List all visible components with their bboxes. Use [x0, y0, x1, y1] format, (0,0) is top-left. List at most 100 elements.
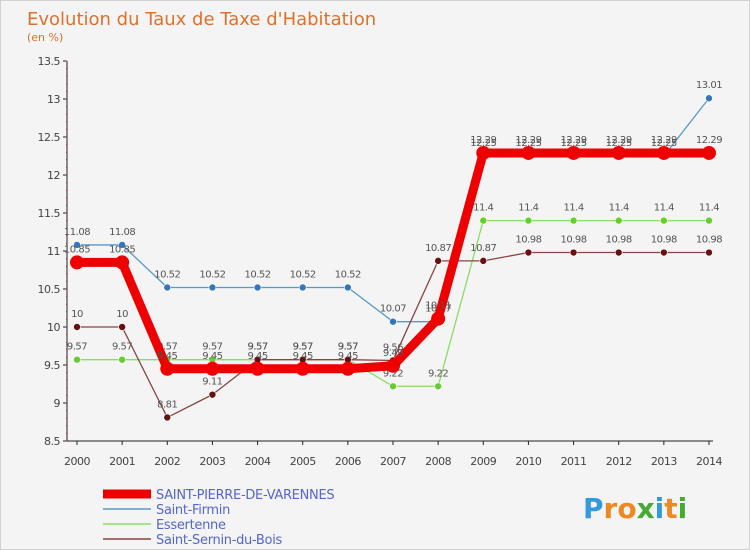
- logo-letter: o: [617, 492, 636, 525]
- data-point: [521, 145, 536, 160]
- data-label: 10.98: [561, 235, 587, 246]
- data-label: 12.29: [651, 135, 677, 146]
- data-point: [340, 361, 355, 376]
- x-tick-label: 2004: [245, 455, 271, 468]
- data-label: 12.25: [515, 138, 541, 149]
- data-point: [160, 361, 175, 376]
- series-line: [72, 148, 714, 374]
- y-tick-label: 10.5: [38, 283, 61, 296]
- y-tick-label: 10: [47, 321, 60, 334]
- data-point: [344, 283, 352, 292]
- x-tick-label: 2005: [290, 455, 316, 468]
- y-tick-label: 11.5: [38, 207, 61, 220]
- data-label: 9.56: [383, 342, 403, 353]
- data-label: 11.4: [609, 203, 629, 214]
- data-point: [614, 216, 623, 225]
- data-point: [479, 216, 488, 225]
- data-point: [73, 355, 81, 364]
- data-point: [434, 382, 442, 391]
- data-label: 10.98: [651, 235, 677, 246]
- data-label: 12.29: [470, 135, 496, 146]
- data-point: [118, 355, 126, 364]
- data-point: [434, 257, 442, 265]
- data-point: [118, 241, 126, 249]
- data-label: 10.52: [199, 269, 225, 280]
- legend-label: SAINT-PIERRE-DE-VARENNES: [156, 488, 334, 503]
- series-saint-pierre-de-varennes: 10.85 10.85 9.45 9.45 9.45 9.45 9.45 9.49 10.11 1…: [64, 135, 723, 376]
- axes: 8.5 9 9.5 10 10.5 11 11.5 12 12.5 13 13.5 2000 2001 2…: [38, 55, 723, 468]
- data-point: [253, 283, 262, 292]
- y-tick-label: 9.5: [44, 359, 60, 372]
- x-tick-label: 2010: [515, 455, 541, 468]
- data-point: [705, 248, 713, 257]
- data-point: [163, 413, 172, 422]
- data-point: [566, 145, 581, 160]
- data-point: [73, 323, 81, 331]
- data-label: 9.57: [293, 342, 313, 353]
- series-essertenne: 9.57 9.57 9.57 9.57 9.57 9.57 9.57 9.22 9.22 11.4…: [67, 203, 720, 391]
- data-label: 9.57: [247, 342, 267, 353]
- x-tick-label: 2012: [606, 455, 632, 468]
- logo-letter: i: [678, 492, 688, 525]
- legend: SAINT-PIERRE-DE-VARENNESSaint-FirminEsse…: [103, 488, 335, 548]
- data-label: 12.29: [606, 135, 632, 146]
- data-label: 10.52: [245, 269, 271, 280]
- data-point: [660, 216, 668, 225]
- data-point: [524, 216, 533, 225]
- data-label: 10.52: [335, 269, 361, 280]
- data-point: [115, 255, 130, 270]
- x-tick-label: 2006: [335, 455, 361, 468]
- data-label: 9.22: [383, 368, 403, 379]
- data-point: [431, 311, 446, 326]
- chart-subtitle: (en %): [27, 31, 63, 44]
- y-tick-label: 9: [54, 397, 61, 410]
- data-label: 11.4: [473, 203, 493, 214]
- data-label: 9.57: [202, 342, 222, 353]
- data-label: 10.98: [696, 235, 722, 246]
- data-label: 9.45: [157, 351, 177, 362]
- logo-letter: r: [604, 492, 618, 525]
- data-label: 9.57: [157, 342, 177, 353]
- data-label: 10.52: [290, 269, 316, 280]
- y-tick-label: 13: [47, 93, 60, 106]
- legend-label: Saint-Sernin-du-Bois: [156, 533, 283, 548]
- y-tick-label: 12: [47, 169, 60, 182]
- data-label: 11.4: [699, 203, 719, 214]
- chart-title: Evolution du Taux de Taxe d'Habitation: [27, 9, 376, 30]
- x-tick-label: 2013: [651, 455, 677, 468]
- logo-letter: t: [664, 492, 677, 525]
- data-point: [205, 361, 220, 376]
- y-tick-label: 11: [47, 245, 60, 258]
- data-point: [295, 361, 310, 376]
- data-point: [705, 94, 713, 103]
- x-tick-label: 2007: [380, 455, 406, 468]
- data-point: [73, 241, 81, 249]
- data-label: 12.25: [470, 138, 496, 149]
- data-label: 10: [116, 309, 128, 320]
- data-point: [386, 358, 400, 373]
- data-label: 10.98: [606, 235, 632, 246]
- data-point: [611, 145, 626, 160]
- data-label: 10.07: [380, 304, 406, 315]
- data-label: 9.57: [247, 342, 267, 353]
- data-label: 9.11: [202, 377, 222, 388]
- logo-letter: x: [637, 492, 655, 525]
- data-label: 12.25: [606, 138, 632, 149]
- data-point: [660, 248, 668, 257]
- data-label: 9.49: [383, 348, 403, 359]
- legend-label: Saint-Firmin: [156, 503, 230, 518]
- data-label: 11.4: [518, 203, 538, 214]
- x-tick-label: 2003: [199, 455, 225, 468]
- data-point: [298, 283, 307, 292]
- data-label: 10.87: [425, 243, 451, 254]
- data-point: [389, 317, 397, 326]
- x-tick-label: 2001: [109, 455, 135, 468]
- data-point: [118, 323, 126, 331]
- data-label: 8.81: [157, 399, 177, 410]
- data-label: 9.57: [112, 342, 132, 353]
- data-label: 9.22: [428, 368, 448, 379]
- x-tick-label: 2011: [561, 455, 587, 468]
- data-label: 9.45: [247, 351, 267, 362]
